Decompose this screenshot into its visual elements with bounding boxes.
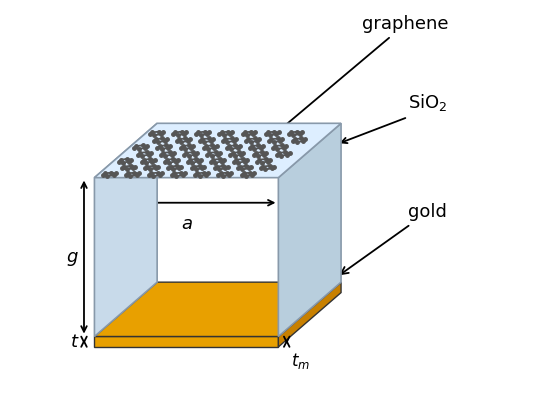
Polygon shape: [269, 138, 282, 142]
Text: t: t: [71, 333, 78, 351]
Polygon shape: [184, 152, 197, 156]
Polygon shape: [204, 145, 217, 149]
Polygon shape: [242, 132, 255, 135]
Polygon shape: [177, 138, 190, 142]
Polygon shape: [289, 132, 302, 135]
Polygon shape: [195, 173, 208, 176]
Polygon shape: [273, 145, 286, 149]
Polygon shape: [293, 138, 306, 142]
Polygon shape: [134, 145, 147, 149]
Polygon shape: [173, 132, 186, 135]
Polygon shape: [154, 138, 167, 142]
Polygon shape: [223, 138, 236, 142]
Polygon shape: [266, 132, 279, 135]
Polygon shape: [246, 138, 259, 142]
Polygon shape: [234, 159, 247, 163]
Polygon shape: [188, 159, 201, 163]
Text: graphene: graphene: [230, 15, 448, 172]
Polygon shape: [94, 336, 278, 347]
Text: a: a: [181, 215, 192, 233]
Polygon shape: [231, 152, 244, 156]
Polygon shape: [94, 282, 341, 336]
Polygon shape: [197, 132, 209, 135]
Polygon shape: [149, 173, 162, 176]
Polygon shape: [200, 138, 213, 142]
Polygon shape: [276, 152, 289, 156]
Polygon shape: [219, 132, 232, 135]
Polygon shape: [207, 152, 220, 156]
Text: t$_m$: t$_m$: [291, 351, 310, 371]
Polygon shape: [261, 166, 274, 169]
Polygon shape: [158, 145, 170, 149]
Polygon shape: [138, 152, 151, 156]
Polygon shape: [211, 159, 224, 163]
Polygon shape: [278, 123, 341, 336]
Polygon shape: [103, 173, 116, 176]
Polygon shape: [218, 173, 231, 176]
Polygon shape: [150, 132, 163, 135]
Polygon shape: [94, 123, 157, 336]
Text: gold: gold: [341, 204, 447, 274]
Polygon shape: [180, 145, 193, 149]
Polygon shape: [278, 282, 341, 347]
Polygon shape: [257, 159, 270, 163]
Polygon shape: [141, 159, 154, 163]
Polygon shape: [126, 173, 139, 176]
Polygon shape: [254, 152, 266, 156]
Polygon shape: [122, 166, 135, 169]
Polygon shape: [161, 152, 174, 156]
Polygon shape: [168, 166, 181, 169]
Polygon shape: [192, 166, 205, 169]
Text: SiO$_2$: SiO$_2$: [408, 92, 448, 113]
Polygon shape: [165, 159, 178, 163]
Polygon shape: [227, 145, 240, 149]
Polygon shape: [172, 173, 185, 176]
Polygon shape: [241, 173, 254, 176]
Polygon shape: [250, 145, 263, 149]
Polygon shape: [94, 123, 341, 178]
Polygon shape: [215, 166, 227, 169]
Polygon shape: [145, 166, 158, 169]
Text: g: g: [66, 248, 78, 266]
Polygon shape: [119, 159, 131, 163]
Polygon shape: [238, 166, 251, 169]
